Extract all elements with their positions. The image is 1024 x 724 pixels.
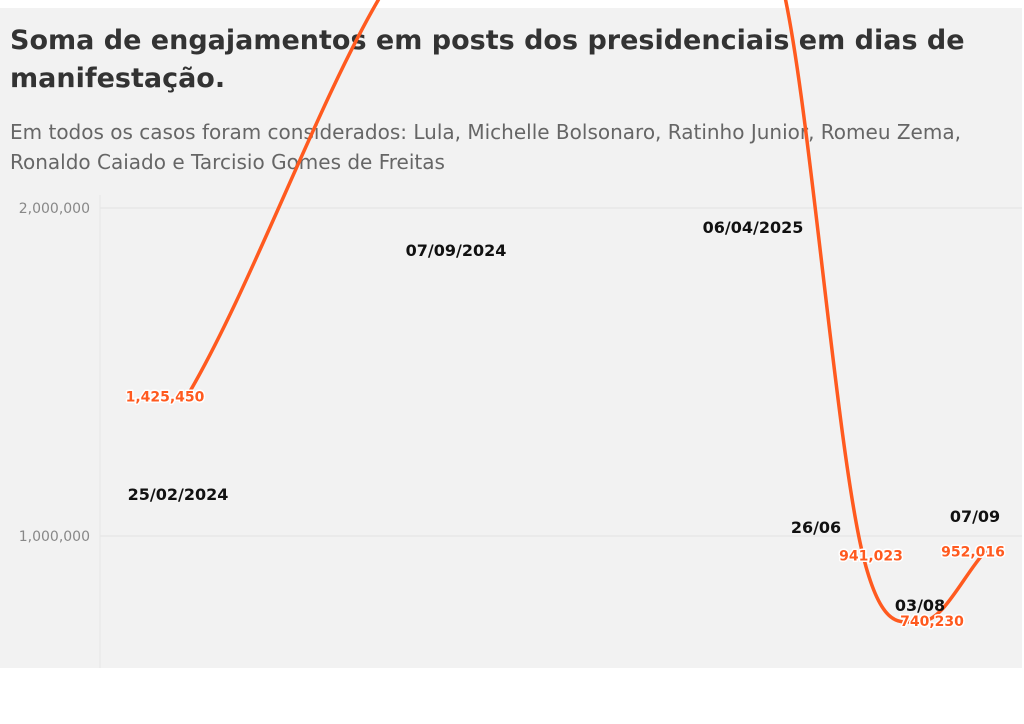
series-line — [185, 0, 987, 624]
date-annotation: 03/08 — [895, 596, 945, 615]
y-tick-label: 2,000,000 — [19, 201, 90, 217]
date-annotation: 07/09/2024 — [406, 241, 507, 260]
data-label: 740,230 — [900, 614, 964, 630]
chart-title: Soma de engajamentos em posts dos presid… — [10, 25, 965, 94]
data-label: 1,425,450 — [126, 389, 205, 405]
data-labels: 1,425,4502,926,5002,706,998941,023740,23… — [124, 388, 1006, 632]
y-tick-label: 1,000,000 — [19, 529, 90, 545]
gridlines — [100, 207, 1022, 537]
chart-panel — [0, 8, 1022, 668]
date-annotations: 25/02/2024 07/09/2024 06/04/2025 26/06 03/08… — [128, 218, 1001, 615]
chart-subtitle: Em todos os casos foram considerados: Lu… — [10, 120, 961, 174]
data-label: 952,016 — [941, 545, 1005, 561]
date-annotation: 07/09 — [950, 507, 1000, 526]
date-annotation: 06/04/2025 — [703, 218, 804, 237]
date-annotation: 25/02/2024 — [128, 485, 229, 504]
date-annotation: 26/06 — [791, 518, 841, 537]
data-label: 941,023 — [839, 548, 903, 564]
